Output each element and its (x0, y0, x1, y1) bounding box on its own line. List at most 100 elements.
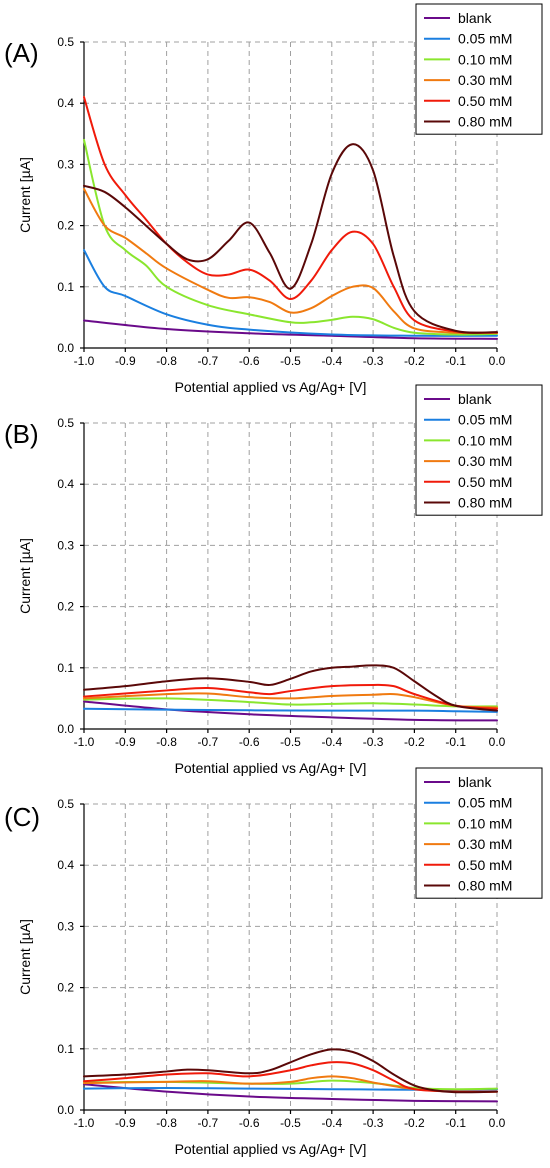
legend-box (415, 3, 543, 135)
legend-entry-label: 0.05 mM (458, 795, 512, 811)
legend-entry-label: 0.10 mM (458, 815, 512, 831)
legend-entry-label: blank (458, 10, 492, 26)
x-tick-label: -0.7 (198, 1116, 219, 1130)
x-tick-label: -0.8 (156, 1116, 177, 1130)
x-tick-label: -0.5 (280, 354, 301, 368)
y-tick-label: 0.5 (57, 797, 74, 811)
x-tick-label: -0.9 (115, 1116, 136, 1130)
legend-box (415, 767, 543, 899)
x-tick-label: -0.1 (445, 735, 466, 749)
x-tick-label: -0.8 (156, 735, 177, 749)
x-tick-label: -1.0 (74, 735, 95, 749)
y-axis-title: Current [µA] (17, 157, 33, 233)
legend-entry-label: 0.50 mM (458, 474, 512, 490)
x-tick-label: -0.5 (280, 735, 301, 749)
legend-entry-label: blank (458, 391, 492, 407)
x-tick-label: 0.0 (489, 735, 506, 749)
legend-entry-label: 0.30 mM (458, 836, 512, 852)
legend-entry-label: 0.80 mM (458, 495, 512, 511)
legend-entry-label: 0.10 mM (458, 432, 512, 448)
y-tick-label: 0.4 (57, 477, 74, 491)
x-tick-label: -1.0 (74, 354, 95, 368)
x-tick-label: -0.6 (239, 735, 260, 749)
series-line-0-30-mm (83, 692, 498, 709)
y-axis-title: Current [µA] (17, 919, 33, 995)
chart-panel-3: -1.0 -0.9 -0.8 -0.7 -0.6 -0.5 -0.4 -0.3 -0.2 -0.1… (4, 767, 543, 1157)
series-line-0-50-mm (83, 683, 498, 710)
y-tick-label: 0.0 (57, 1103, 74, 1117)
y-tick-label: 0.3 (57, 157, 74, 171)
x-tick-label: 0.0 (489, 1116, 506, 1130)
chart-panel-2: -1.0 -0.9 -0.8 -0.7 -0.6 -0.5 -0.4 -0.3 -0.2 -0.1… (4, 384, 543, 776)
x-tick-label: -0.4 (321, 735, 342, 749)
x-tick-label: -0.4 (321, 1116, 342, 1130)
x-axis-title: Potential applied vs Ag/Ag+ [V] (175, 1141, 367, 1157)
series-line-0-80-mm (83, 143, 498, 334)
series-line-0-05-mm (83, 249, 498, 337)
series-line-0-80-mm (83, 664, 498, 712)
x-tick-label: -0.5 (280, 1116, 301, 1130)
legend-entry-label: 0.50 mM (458, 857, 512, 873)
y-tick-label: 0.5 (57, 416, 74, 430)
x-tick-label: -0.7 (198, 735, 219, 749)
legend-entry-label: 0.10 mM (458, 51, 512, 67)
series-line-0-10-mm (83, 138, 498, 336)
legend-entry-label: 0.30 mM (458, 453, 512, 469)
y-tick-label: 0.0 (57, 722, 74, 736)
x-tick-label: -0.6 (239, 1116, 260, 1130)
x-tick-label: -0.2 (404, 735, 425, 749)
x-tick-label: -1.0 (74, 1116, 95, 1130)
y-tick-label: 0.2 (57, 219, 74, 233)
y-tick-label: 0.5 (57, 35, 74, 49)
x-axis-title: Potential applied vs Ag/Ag+ [V] (175, 379, 367, 395)
y-tick-label: 0.1 (57, 1042, 74, 1056)
x-tick-label: -0.3 (363, 735, 384, 749)
y-tick-label: 0.1 (57, 280, 74, 294)
y-tick-label: 0.2 (57, 981, 74, 995)
y-tick-label: 0.0 (57, 341, 74, 355)
legend-entry-label: blank (458, 774, 492, 790)
panel-label: (A) (4, 38, 39, 68)
x-tick-label: -0.2 (404, 354, 425, 368)
x-tick-label: -0.1 (445, 1116, 466, 1130)
x-tick-label: -0.6 (239, 354, 260, 368)
series-line-0-30-mm (83, 187, 498, 335)
legend-entry-label: 0.80 mM (458, 878, 512, 894)
legend-box (415, 384, 543, 516)
x-tick-label: -0.2 (404, 1116, 425, 1130)
x-tick-label: -0.9 (115, 354, 136, 368)
series-line-0-50-mm (83, 96, 498, 334)
legend-entry-label: 0.05 mM (458, 31, 512, 47)
y-tick-label: 0.2 (57, 600, 74, 614)
x-tick-label: -0.9 (115, 735, 136, 749)
series-line-0-05-mm (83, 707, 498, 713)
panel-label: (B) (4, 419, 39, 449)
x-axis-title: Potential applied vs Ag/Ag+ [V] (175, 760, 367, 776)
chart-panel-1: -1.0 -0.9 -0.8 -0.7 -0.6 -0.5 -0.4 -0.3 -0.2 -0.1… (4, 3, 543, 395)
series-line-blank (83, 319, 498, 340)
x-tick-label: -0.1 (445, 354, 466, 368)
legend: blank 0.05 mM 0.10 mM 0.30 mM 0.50 mM 0.80 mM (415, 384, 543, 516)
y-tick-label: 0.4 (57, 96, 74, 110)
y-tick-label: 0.3 (57, 919, 74, 933)
legend: blank 0.05 mM 0.10 mM 0.30 mM 0.50 mM 0.80 mM (415, 3, 543, 135)
x-tick-label: -0.3 (363, 1116, 384, 1130)
legend-entry-label: 0.80 mM (458, 114, 512, 130)
legend-entry-label: 0.50 mM (458, 93, 512, 109)
panel-label: (C) (4, 802, 40, 832)
series-line-0-50-mm (83, 1061, 498, 1093)
x-tick-label: -0.7 (198, 354, 219, 368)
y-tick-label: 0.4 (57, 858, 74, 872)
x-tick-label: 0.0 (489, 354, 506, 368)
y-tick-label: 0.3 (57, 538, 74, 552)
series-line-blank (83, 1083, 498, 1103)
legend: blank 0.05 mM 0.10 mM 0.30 mM 0.50 mM 0.80 mM (415, 767, 543, 899)
series-line-0-80-mm (83, 1048, 498, 1094)
legend-entry-label: 0.05 mM (458, 412, 512, 428)
y-tick-label: 0.1 (57, 661, 74, 675)
x-tick-label: -0.3 (363, 354, 384, 368)
legend-entry-label: 0.30 mM (458, 72, 512, 88)
y-axis-title: Current [µA] (17, 538, 33, 614)
x-tick-label: -0.8 (156, 354, 177, 368)
